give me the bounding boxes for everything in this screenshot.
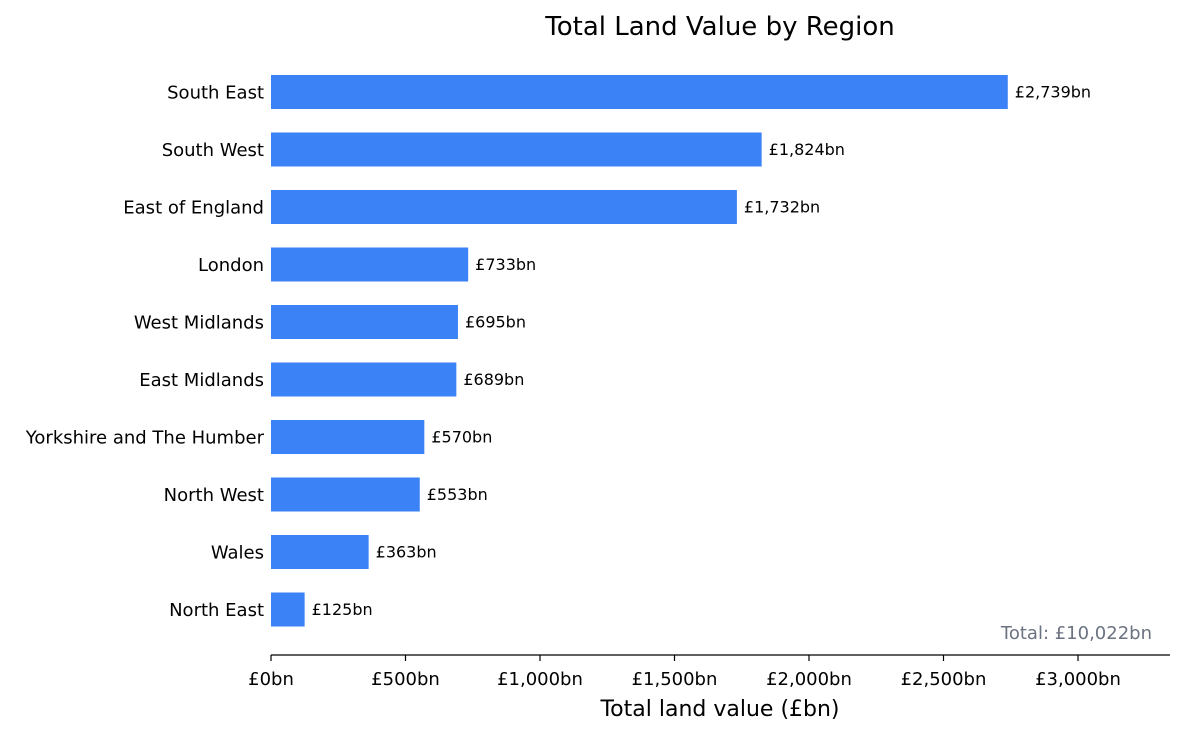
- y-tick-label: London: [198, 255, 264, 276]
- bar: [271, 75, 1008, 109]
- data-label: £695bn: [465, 313, 526, 332]
- x-tick-label: £500bn: [371, 669, 440, 690]
- x-axis-label: Total land value (£bn): [599, 697, 839, 722]
- y-tick-label: South West: [162, 140, 264, 161]
- data-label: £1,824bn: [769, 140, 845, 159]
- bar: [271, 247, 469, 282]
- data-label: £1,732bn: [744, 198, 820, 217]
- x-tick-label: £1,500bn: [632, 669, 718, 690]
- x-tick-label: £2,000bn: [766, 669, 852, 690]
- y-tick-label: East of England: [123, 198, 264, 219]
- bar: [271, 592, 305, 627]
- x-tick-label: £1,000bn: [497, 669, 583, 690]
- bar: [271, 305, 458, 339]
- y-tick-label: North West: [164, 485, 264, 506]
- data-label: £733bn: [475, 255, 536, 274]
- x-tick-label: £0bn: [248, 669, 294, 690]
- x-tick-label: £3,000bn: [1035, 669, 1121, 690]
- bar: [271, 132, 762, 167]
- data-label: £125bn: [312, 600, 373, 619]
- y-tick-label: Wales: [211, 543, 264, 564]
- y-tick-label: South East: [167, 83, 264, 104]
- bar: [271, 362, 457, 397]
- x-tick-label: £2,500bn: [901, 669, 987, 690]
- data-label: £689bn: [463, 370, 524, 389]
- bar: [271, 420, 425, 454]
- bar: [271, 477, 420, 512]
- y-tick-label: East Midlands: [139, 370, 264, 391]
- bar: [271, 190, 737, 224]
- data-label: £553bn: [427, 485, 488, 504]
- y-tick-label: Yorkshire and The Humber: [25, 428, 265, 449]
- bar: [271, 535, 369, 569]
- y-tick-label: West Midlands: [134, 313, 264, 334]
- y-tick-label: North East: [169, 600, 264, 621]
- total-annotation: Total: £10,022bn: [1000, 623, 1152, 644]
- data-label: £363bn: [376, 543, 437, 562]
- data-label: £570bn: [431, 428, 492, 447]
- data-label: £2,739bn: [1015, 83, 1091, 102]
- chart-title: Total Land Value by Region: [544, 12, 894, 42]
